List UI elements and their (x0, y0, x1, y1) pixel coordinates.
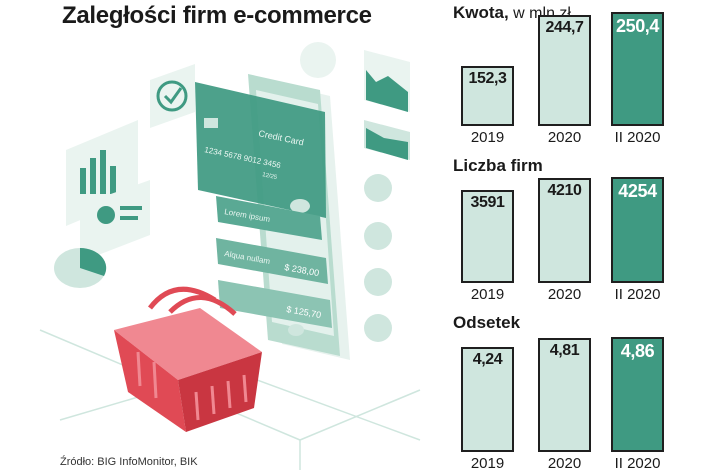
data-label: 4254 (618, 181, 657, 201)
data-label: 4,24 (472, 351, 503, 368)
page-title: Zaległości firm e-commerce (62, 2, 372, 29)
tick-label: 2020 (547, 455, 582, 472)
bar: 4210 (538, 177, 591, 283)
tick-label: 2019 (470, 455, 505, 472)
bar: 4,86 (611, 337, 664, 452)
shopping-basket-icon (114, 286, 262, 432)
area-chart-icon (366, 128, 408, 160)
chart-title-text: Odsetek (453, 313, 521, 332)
bar: 4,24 (461, 347, 514, 452)
chart-title: Odsetek (453, 313, 520, 333)
data-label: 4,86 (620, 341, 655, 361)
data-label: 4210 (547, 181, 582, 199)
data-label: 4,81 (549, 341, 580, 359)
tick-label: 2020 (547, 129, 582, 146)
source-note: Źródło: BIG InfoMonitor, BIK (60, 456, 198, 468)
checkmark-icon (150, 64, 195, 128)
credit-card-icon: Credit Card 1234 5678 9012 3456 12/25 (195, 82, 326, 218)
data-label: 244,7 (545, 19, 584, 37)
mobile-payment-icon (364, 174, 392, 202)
chat-bubble-icon (300, 42, 336, 78)
card-expiry-label: 12/25 (262, 172, 279, 181)
user-profile-icon (80, 180, 150, 262)
tick-label: 2019 (470, 129, 505, 146)
pie-chart-icon (54, 247, 107, 288)
ecommerce-illustration: Credit Card 1234 5678 9012 3456 12/25 Lo… (39, 42, 421, 470)
tick-label: II 2020 (614, 129, 661, 146)
data-label: 3591 (470, 194, 505, 211)
chart-title-text: Liczba firm (453, 156, 543, 175)
thumbs-up-icon (364, 314, 392, 342)
bar: 4,81 (538, 337, 591, 452)
bar: 3591 (461, 190, 514, 283)
bar: 244,7 (538, 15, 591, 126)
side-icons (300, 42, 410, 342)
chart-title: Liczba firm (453, 156, 543, 176)
tick-label: 2019 (470, 286, 505, 303)
line-chart-icon (366, 70, 408, 112)
chart-title-text: Kwota, (453, 3, 509, 22)
bar: 250,4 (611, 12, 664, 126)
transaction-list: Lorem ipsum Alqua nullam $ 238,00 $ 125,… (216, 196, 332, 328)
delivery-truck-icon (364, 268, 392, 296)
tick-label: 2020 (547, 286, 582, 303)
card-payment-icon (364, 222, 392, 250)
tick-label: II 2020 (614, 455, 661, 472)
data-label: 152,3 (468, 70, 507, 87)
bar: 4254 (611, 177, 664, 283)
tick-label: II 2020 (614, 286, 661, 303)
bar: 152,3 (461, 66, 514, 126)
data-label: 250,4 (615, 16, 660, 36)
